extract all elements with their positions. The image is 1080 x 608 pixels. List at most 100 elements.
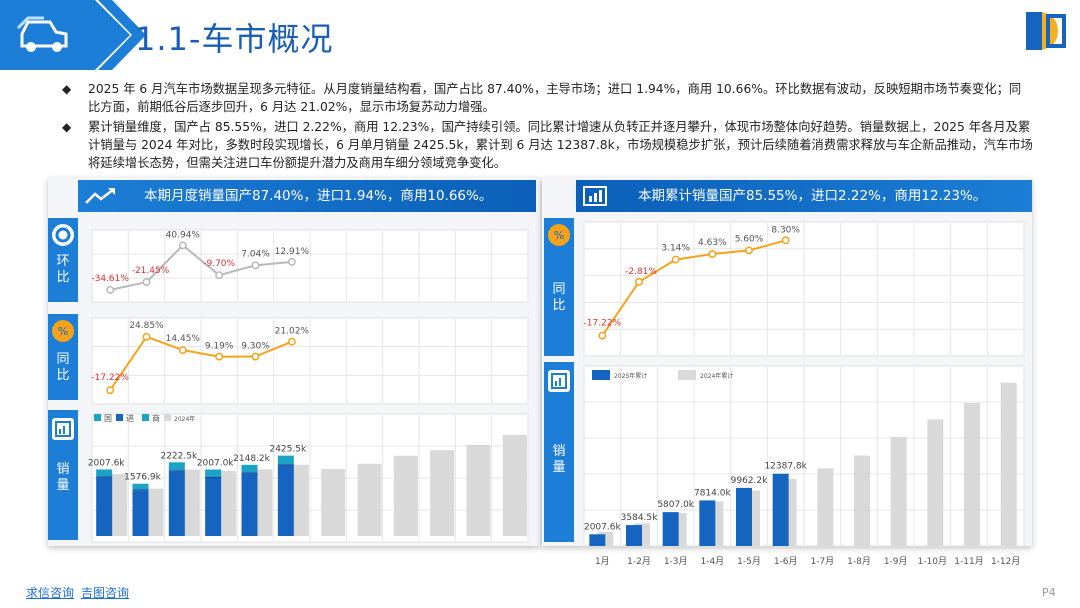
bullet-icon: ◆ (62, 82, 72, 96)
left-charts: -34.61%-21.45% 40.94% -9.70% 7.04% 12.91% -17… (88, 229, 529, 543)
x-tick-label: 1-7月 (810, 556, 834, 567)
summary-text-2: 累计销量维度，国产占 85.55%，进口 2.22%，商用 12.23%，国产持… (88, 120, 1033, 170)
right-banner-text: 本期累计销量国产85.55%，进口2.22%，商用12.23%。 (638, 188, 987, 204)
tongbi-left-data-label: 24.85% (129, 321, 164, 331)
bar-guo (132, 490, 149, 536)
x-tick-label: 1-5月 (737, 556, 761, 567)
huanbi-point (251, 261, 260, 270)
label-xiaoliang-right: 销量 (544, 362, 574, 542)
bullet-icon: ◆ (62, 120, 72, 134)
bar-2025-cum (626, 525, 642, 546)
tongbi-right-data-label: 8.30% (771, 225, 800, 235)
bar-data-label: 7814.0k (694, 488, 731, 498)
bar-shang (241, 464, 258, 473)
label-tongbi-right: % 同比 (544, 218, 574, 356)
tongbi-right-point (708, 250, 717, 258)
x-tick-label: 1-10月 (918, 556, 947, 567)
bar-2024 (321, 469, 346, 536)
summary-text-1: 2025 年 6 月汽车市场数据呈现多元特征。从月度销量结构看，国产占比 87.… (88, 82, 1022, 114)
legend-swatch (142, 414, 149, 421)
bar-2024-cum (890, 436, 907, 546)
bar-guo (277, 465, 294, 536)
bar-guo (168, 471, 185, 536)
tongbi-left-point (287, 337, 296, 346)
tongbi-left-point (251, 352, 260, 361)
car-icon (16, 16, 68, 52)
bar-data-label: 2007.6k (584, 522, 621, 532)
footer-link-jitu[interactable]: 吉图咨询 (81, 586, 130, 600)
tongbi-right-point (598, 331, 607, 340)
bar-2025-cum (699, 500, 716, 546)
bar-2024 (502, 434, 527, 536)
x-tick-label: 1-12月 (991, 556, 1020, 567)
legend-swatch (116, 414, 123, 421)
bar-2025-cum (736, 487, 752, 546)
bar-jin (241, 472, 258, 474)
bar-2024 (393, 455, 418, 536)
huanbi-data-label: -9.70% (203, 259, 235, 269)
huanbi-series-line (109, 243, 292, 291)
tongbi-right-data-label: -17.22% (584, 319, 622, 329)
legend-label: 2024年累计 (700, 372, 733, 380)
label-tongbi-left-text: 同比 (56, 352, 70, 383)
bar-2025-cum (589, 534, 606, 546)
summary-paragraph-2: ◆ 累计销量维度，国产占 85.55%，进口 2.22%，商用 12.23%，国… (62, 118, 1033, 172)
bar-2024-cum (964, 403, 980, 546)
legend-label: 国 (104, 414, 112, 423)
tongbi-left-data-label: 9.19% (205, 342, 234, 352)
label-huanbi: 环比 (48, 218, 78, 302)
x-tick-label: 1-6月 (774, 556, 798, 567)
bar-guo (241, 473, 258, 536)
bar-shang (205, 469, 222, 477)
bar-data-label: 3584.5k (621, 513, 658, 523)
bar-jin (277, 464, 294, 466)
tongbi-right-data-label: -2.81% (625, 267, 657, 277)
label-tongbi-right-text: 同比 (552, 282, 566, 313)
label-tongbi-left: % 同比 (48, 314, 78, 400)
bar-jin (96, 476, 113, 478)
bar-2025-cum (772, 473, 789, 546)
tongbi-right-point (745, 246, 753, 255)
bar-data-label: 2007.0k (197, 458, 234, 468)
bar-chart-icon (583, 186, 607, 206)
label-xiaoliang-left: 销量 (48, 410, 78, 540)
bar-jin (205, 476, 222, 478)
x-tick-label: 1-11月 (954, 556, 983, 567)
bar-guo (96, 477, 113, 536)
bar-2025-cum (662, 512, 679, 546)
bar-jin (132, 489, 149, 491)
x-tick-label: 1-2月 (627, 556, 651, 567)
tongbi-right-point (635, 277, 643, 286)
bar-2024 (430, 450, 455, 536)
bar-shang (132, 483, 149, 490)
bar-2024 (466, 444, 491, 536)
bar-shang (277, 455, 294, 465)
footer-link-qiuxin[interactable]: 求信咨询 (26, 586, 75, 600)
label-xiaoliang-right-text: 销量 (552, 444, 566, 475)
huanbi-point (215, 271, 224, 280)
legend-swatch (592, 370, 610, 380)
bar-data-label: 5807.0k (657, 500, 694, 510)
legend-swatch (164, 414, 171, 421)
bar-data-label: 2222.5k (160, 451, 197, 461)
huanbi-data-label: 12.91% (275, 247, 310, 257)
bar-jin (168, 470, 185, 472)
svg-text:%: % (58, 325, 68, 338)
tongbi-right-data-label: 5.60% (735, 234, 764, 244)
bar-2024-cum (817, 468, 834, 546)
tongbi-right-data-label: 4.63% (698, 238, 727, 248)
tongbi-left-point (106, 386, 115, 395)
summary-paragraph-1: ◆ 2025 年 6 月汽车市场数据呈现多元特征。从月度销量结构看，国产占比 8… (62, 80, 1033, 116)
tongbi-right-point (671, 255, 680, 264)
legend-label: 进 (126, 414, 134, 423)
trend-up-icon (85, 188, 115, 204)
bar-2024-cum (927, 419, 944, 546)
huanbi-data-label: 7.04% (241, 249, 270, 259)
right-charts: -17.22% -2.81% 3.14% 4.63% 5.60% 8.30% 2007.6k… (583, 221, 1025, 567)
right-banner: 本期累计销量国产85.55%，进口2.22%，商用12.23%。 (576, 180, 1032, 212)
bar-shang (168, 462, 185, 471)
x-tick-label: 1月 (595, 556, 610, 567)
tongbi-right-data-label: 3.14% (661, 244, 690, 254)
brand-logo (1026, 12, 1066, 50)
bar-2024-cum (1000, 382, 1017, 546)
